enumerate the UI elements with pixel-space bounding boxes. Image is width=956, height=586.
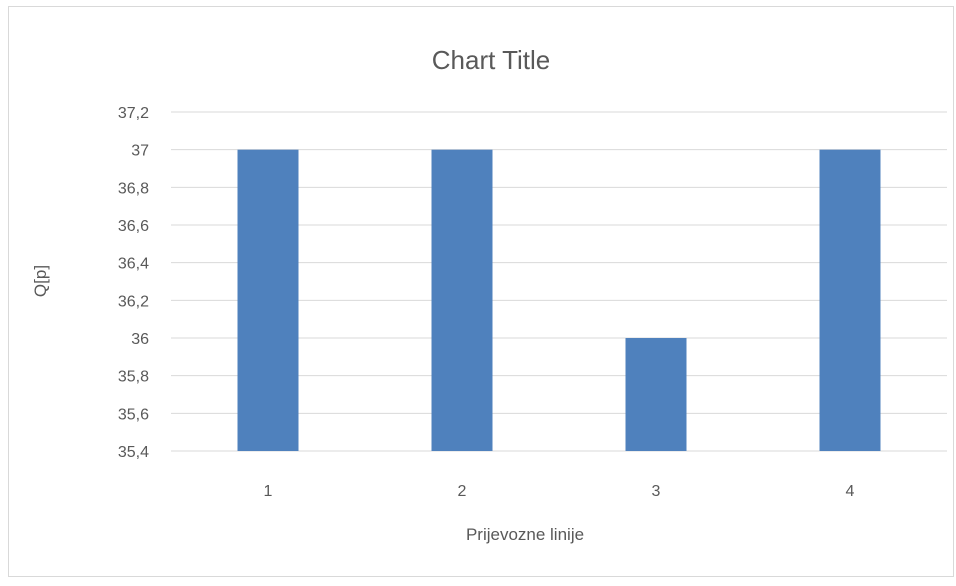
bar bbox=[431, 149, 493, 451]
gridlines bbox=[171, 111, 947, 452]
y-tick-label: 37,2 bbox=[118, 105, 149, 122]
y-tick-label: 37 bbox=[131, 143, 149, 160]
y-tick-label: 35,8 bbox=[118, 369, 149, 386]
y-axis-title: Q[p] bbox=[31, 265, 50, 297]
x-tick-label: 1 bbox=[264, 483, 273, 500]
y-tick-label: 36,6 bbox=[118, 218, 149, 235]
x-axis-title: Prijevozne linije bbox=[466, 525, 584, 544]
y-tick-label: 35,6 bbox=[118, 406, 149, 423]
bar bbox=[819, 149, 881, 451]
y-tick-label: 35,4 bbox=[118, 444, 149, 461]
x-axis-ticks: 1 2 3 4 bbox=[264, 483, 855, 500]
y-tick-label: 36,8 bbox=[118, 180, 149, 197]
x-tick-label: 4 bbox=[846, 483, 855, 500]
x-tick-label: 3 bbox=[652, 483, 661, 500]
y-tick-label: 36,2 bbox=[118, 293, 149, 310]
y-tick-label: 36,4 bbox=[118, 256, 149, 273]
bar-chart: 35,4 35,6 35,8 36 36,2 36,4 36,6 36,8 37 37,2 1 2 3… bbox=[31, 45, 947, 544]
chart-title: Chart Title bbox=[432, 45, 551, 75]
bar bbox=[237, 149, 299, 451]
y-axis-ticks: 35,4 35,6 35,8 36 36,2 36,4 36,6 36,8 37 37,2 bbox=[118, 105, 149, 461]
chart-frame: 35,4 35,6 35,8 36 36,2 36,4 36,6 36,8 37 37,2 1 2 3… bbox=[8, 6, 954, 577]
y-tick-label: 36 bbox=[131, 331, 149, 348]
x-tick-label: 2 bbox=[458, 483, 467, 500]
bar bbox=[625, 338, 687, 451]
bars bbox=[237, 149, 881, 451]
